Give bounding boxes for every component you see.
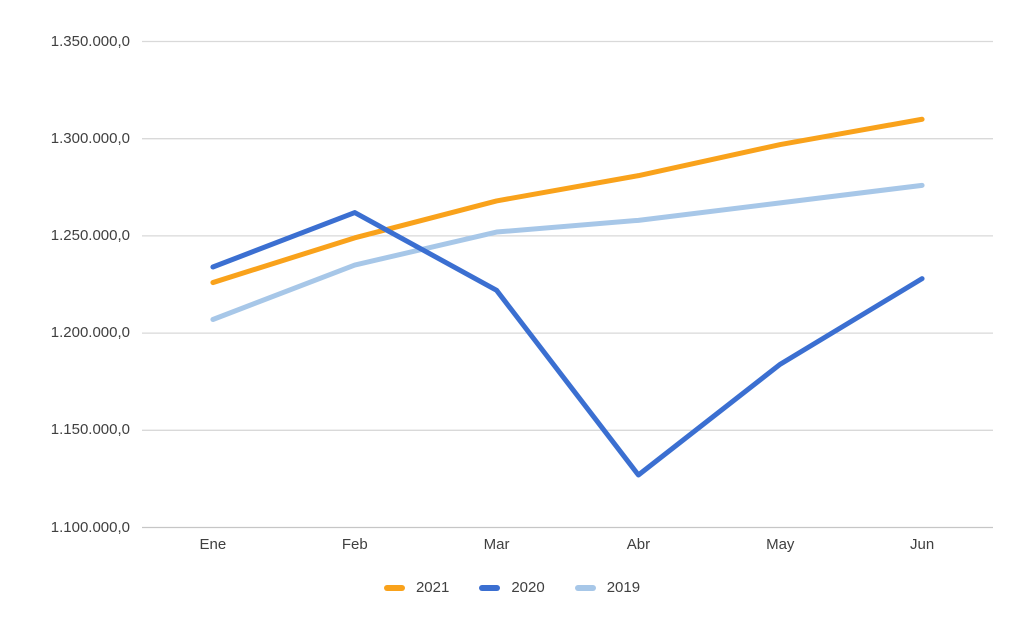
y-tick-label: 1.250.000,0 xyxy=(50,226,130,244)
legend-swatch-2021 xyxy=(383,585,405,591)
legend-item-2020: 2020 xyxy=(479,579,545,597)
legend-label: 2019 xyxy=(606,579,641,596)
x-tick-label: Mar xyxy=(483,536,510,553)
chart-legend: 2021 2020 2019 xyxy=(0,579,1024,597)
series-line-2021 xyxy=(210,116,925,286)
y-tick-label: 1.150.000,0 xyxy=(50,421,130,439)
y-tick-label: 1.200.000,0 xyxy=(50,324,130,342)
x-tick-label: Feb xyxy=(341,536,368,553)
series-line-2020 xyxy=(210,210,925,478)
legend-item-2021: 2021 xyxy=(383,579,450,597)
x-tick-label: Ene xyxy=(199,536,227,553)
legend-label: 2020 xyxy=(511,579,545,596)
x-tick-label: Abr xyxy=(626,536,651,553)
legend-item-2019: 2019 xyxy=(574,579,641,597)
legend-label: 2021 xyxy=(415,579,450,596)
x-tick-label: May xyxy=(766,536,795,553)
y-tick-label: 1.100.000,0 xyxy=(50,518,130,536)
y-tick-label: 1.300.000,0 xyxy=(50,129,130,147)
x-tick-label: Jun xyxy=(909,536,935,553)
series-line-2019 xyxy=(210,182,925,322)
legend-swatch-2019 xyxy=(574,585,596,591)
legend-swatch-2020 xyxy=(479,585,501,591)
y-tick-label: 1.350.000,0 xyxy=(50,32,130,50)
